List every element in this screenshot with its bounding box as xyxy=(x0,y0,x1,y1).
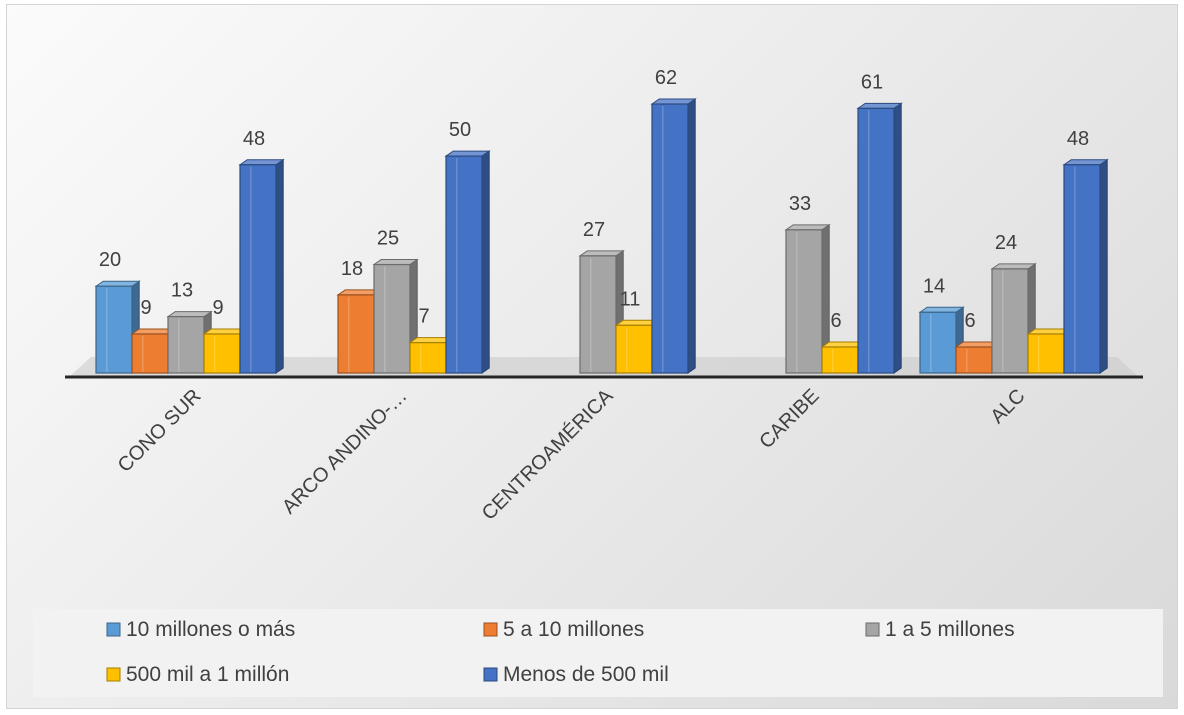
data-label-2-2: 18 xyxy=(341,258,363,280)
category-axis: CONO SUR ARCO ANDINO-… CENTROAMÉRICA CARIBE… xyxy=(114,384,1030,525)
bar-5-1 xyxy=(918,306,965,374)
data-label-5-2: 6 xyxy=(964,310,975,332)
chart-frame: 20 9 13 9 48 18 25 7 50 27 11 62 33 6 61 14 6 24 48 CONO S… xyxy=(6,4,1178,709)
legend-label-4: 500 mil a 1 millón xyxy=(126,663,289,686)
category-label-2: ARCO ANDINO-… xyxy=(278,385,411,518)
data-label-1-5: 48 xyxy=(243,128,265,150)
data-label-3-4: 11 xyxy=(620,288,641,310)
legend-box xyxy=(33,609,1163,697)
legend-item-4: 500 mil a 1 millón xyxy=(106,663,289,686)
legend-label-1: 10 millones o más xyxy=(126,618,295,641)
data-label-4-5: 61 xyxy=(861,71,883,93)
legend-label-5: Menos de 500 mil xyxy=(503,663,669,686)
data-label-4-4: 6 xyxy=(830,310,841,332)
category-label-5: ALC xyxy=(986,385,1029,428)
chart-svg: 20 9 13 9 48 18 25 7 50 27 11 62 33 6 61 14 6 24 48 CONO S… xyxy=(33,67,1163,697)
category-label-3: CENTROAMÉRICA xyxy=(477,384,618,525)
data-label-3-3: 27 xyxy=(583,219,605,241)
data-label-4-3: 33 xyxy=(789,193,811,215)
legend-swatch-5 xyxy=(483,667,498,682)
legend-swatch-2 xyxy=(483,622,498,637)
data-label-1-1: 20 xyxy=(99,249,121,271)
data-label-5-1: 14 xyxy=(923,275,945,297)
bar-4-3 xyxy=(784,223,831,374)
bar-4-5 xyxy=(856,102,903,374)
legend-item-2: 5 a 10 millones xyxy=(483,618,644,641)
data-label-5-5: 48 xyxy=(1067,128,1089,150)
bar-1-5 xyxy=(238,158,285,374)
data-label-5-3: 24 xyxy=(995,232,1017,254)
legend: 10 millones o más 5 a 10 millones 1 a 5 mi… xyxy=(33,609,1163,697)
legend-item-5: Menos de 500 mil xyxy=(483,663,669,686)
bars-layer xyxy=(94,98,1109,374)
data-labels-layer: 20 9 13 9 48 18 25 7 50 27 11 62 33 6 61 14 6 24 48 xyxy=(99,67,1089,332)
bar-1-3 xyxy=(166,310,213,374)
bar-5-5 xyxy=(1062,158,1109,374)
legend-label-3: 1 a 5 millones xyxy=(885,618,1015,641)
data-label-1-3: 13 xyxy=(171,280,193,302)
data-label-2-3: 25 xyxy=(377,228,399,250)
bar-3-5 xyxy=(650,98,697,374)
legend-item-3: 1 a 5 millones xyxy=(865,618,1015,641)
legend-swatch-1 xyxy=(106,622,121,637)
legend-item-1: 10 millones o más xyxy=(106,618,295,641)
legend-label-2: 5 a 10 millones xyxy=(503,618,644,641)
category-label-1: CONO SUR xyxy=(114,385,206,477)
legend-swatch-4 xyxy=(106,667,121,682)
legend-swatch-3 xyxy=(865,622,880,637)
data-label-1-4: 9 xyxy=(212,297,223,319)
data-label-3-5: 62 xyxy=(655,67,677,89)
data-label-2-5: 50 xyxy=(449,119,471,141)
data-label-1-2: 9 xyxy=(140,297,151,319)
category-label-4: CARIBE xyxy=(755,385,823,453)
bar-2-5 xyxy=(444,150,491,374)
data-label-2-4: 7 xyxy=(418,306,429,328)
